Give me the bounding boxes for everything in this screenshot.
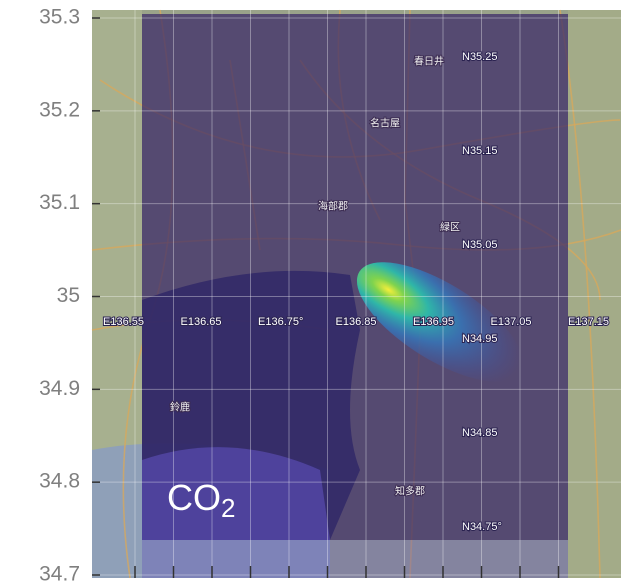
y-tick-label: 35.2: [39, 98, 80, 121]
overlay-edge: [142, 540, 568, 578]
overlay-label-text: CO: [167, 477, 221, 518]
lat-label: N35.25: [462, 51, 497, 63]
map-figure: 35.3 35.2 35.1 35 34.9 34.8 34.7 E136.55 E136.6…: [0, 0, 621, 581]
place-label: 名古屋: [370, 117, 400, 130]
y-tick-label: 34.9: [39, 377, 80, 400]
lat-label: N34.95: [462, 333, 497, 345]
y-tick-label: 35.1: [39, 191, 80, 214]
place-label: 春日井: [414, 55, 444, 68]
place-label: 知多郡: [395, 485, 425, 498]
lon-label: E136.55: [103, 316, 144, 328]
lon-label: E137.15: [568, 316, 609, 328]
lon-label: E136.95: [413, 316, 454, 328]
lat-label: N34.75°: [462, 521, 502, 533]
lat-label: N35.15: [462, 145, 497, 157]
y-tick-label: 34.8: [39, 470, 80, 493]
lon-label: E136.85: [336, 316, 377, 328]
place-label: 緑区: [440, 221, 460, 234]
lon-label: E137.05: [491, 316, 532, 328]
y-tick-label: 35: [57, 284, 80, 307]
lat-label: N34.85: [462, 427, 497, 439]
place-label: 鈴鹿: [170, 401, 190, 414]
overlay-label-subscript: 2: [221, 493, 235, 523]
y-tick-label: 35.3: [39, 6, 80, 29]
place-label: 海部郡: [318, 200, 348, 213]
lon-label: E136.65: [181, 316, 222, 328]
y-tick-label: 34.7: [39, 563, 80, 581]
lat-label: N35.05: [462, 239, 497, 251]
lon-label: E136.75°: [258, 316, 303, 328]
map-land-right: [568, 10, 621, 578]
